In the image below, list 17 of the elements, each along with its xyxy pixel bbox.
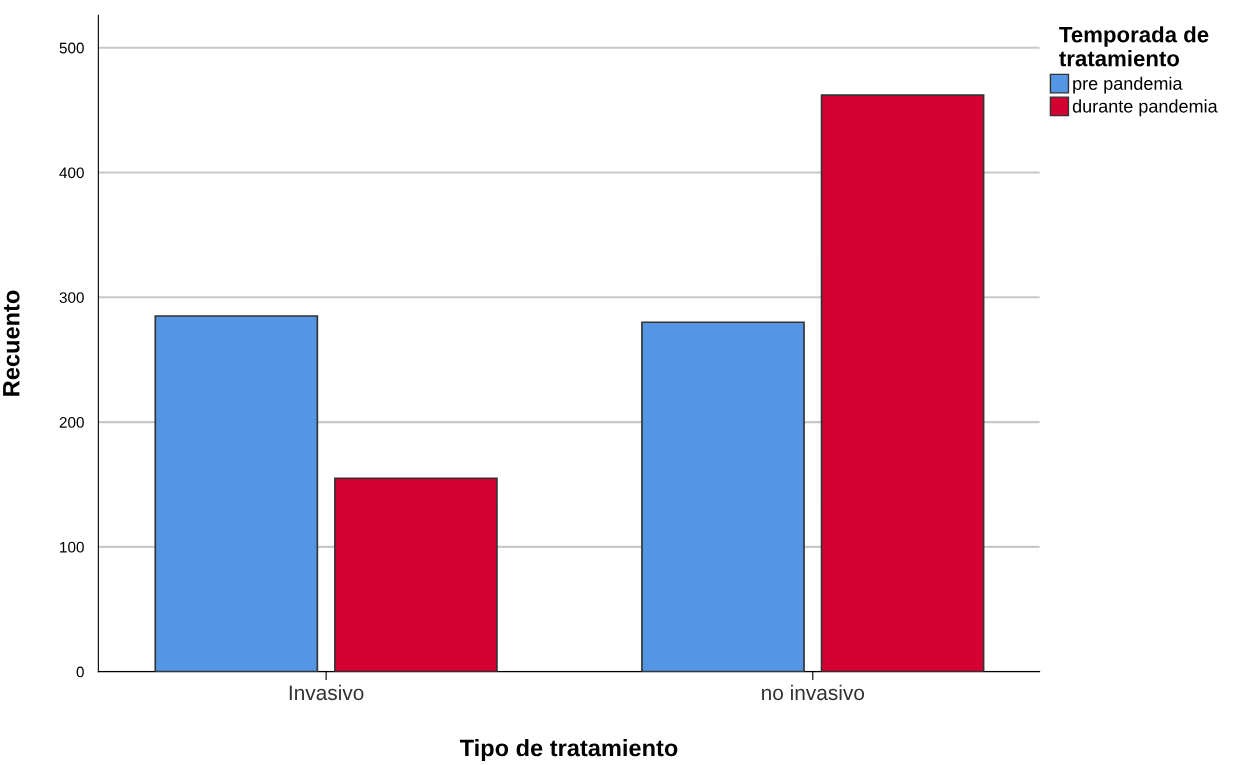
- legend-label: durante pandemia: [1072, 99, 1218, 117]
- y-tick-label: 500: [59, 42, 84, 54]
- bar: [820, 94, 985, 672]
- x-tick-label: Invasivo: [289, 684, 364, 701]
- y-tick-label: 400: [59, 167, 84, 179]
- bar: [154, 315, 319, 672]
- x-axis-title: Tipo de tratamiento: [459, 739, 678, 762]
- y-axis-title: Recuento: [3, 290, 20, 396]
- bar: [641, 321, 805, 672]
- legend-label: pre pandemia: [1073, 76, 1183, 94]
- legend-title: Temporada de tratamiento: [1059, 26, 1209, 67]
- x-tick-label: no invasivo: [762, 684, 865, 701]
- y-tick-label: 200: [59, 416, 84, 428]
- y-tick-label: 0: [76, 666, 84, 678]
- y-tick-label: 300: [59, 292, 84, 303]
- bar: [334, 477, 498, 672]
- y-tick-label: 100: [60, 541, 84, 553]
